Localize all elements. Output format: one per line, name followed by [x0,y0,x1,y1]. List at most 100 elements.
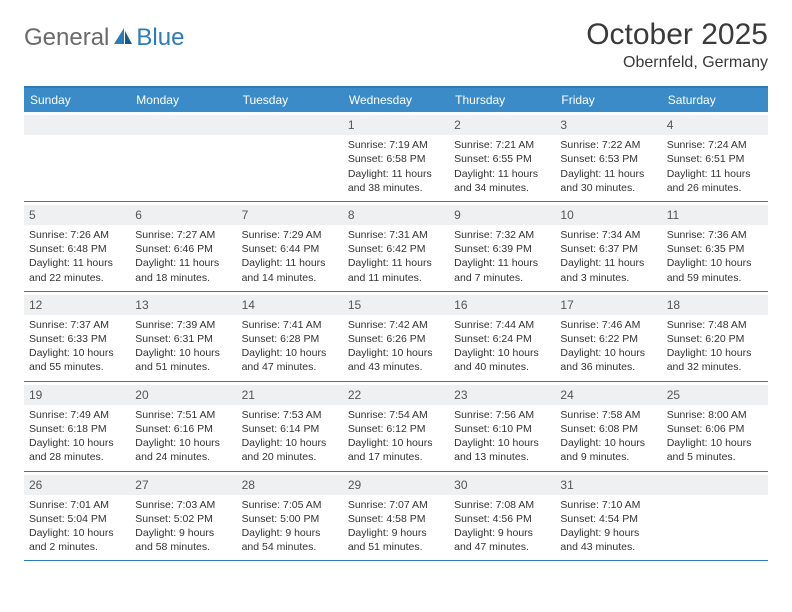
day-number: 21 [237,385,343,405]
calendar-cell: 5Sunrise: 7:26 AMSunset: 6:48 PMDaylight… [24,202,130,291]
daylight-text: Daylight: 10 hours and 9 minutes. [560,436,656,464]
daylight-text: Daylight: 11 hours and 14 minutes. [242,256,338,284]
calendar-cell [662,472,768,561]
day-header-thu: Thursday [449,88,555,112]
day-number: 4 [662,115,768,135]
day-number [24,115,130,135]
sunset-text: Sunset: 6:24 PM [454,332,550,346]
sunset-text: Sunset: 6:33 PM [29,332,125,346]
week-row: 19 Sunrise: 7:49 AMSunset: 6:18 PM Dayligh… [24,382,768,472]
sunrise-text: Sunrise: 7:22 AM [560,138,656,152]
sunrise-text: Sunrise: 7:58 AM [560,408,656,422]
daylight-text: Daylight: 9 hours and 43 minutes. [560,526,656,554]
sunset-text: Sunset: 6:28 PM [242,332,338,346]
daylight-text: Daylight: 10 hours and 32 minutes. [667,346,763,374]
calendar-cell: 21Sunrise: 7:53 AMSunset: 6:14 PMDayligh… [237,382,343,471]
day-number [130,115,236,135]
calendar-cell [237,112,343,201]
sunrise-text: Sunrise: 7:49 AM [29,408,125,422]
day-number: 19 [24,385,130,405]
sunrise-text: Sunrise: 7:32 AM [454,228,550,242]
calendar-cell: 14Sunrise: 7:41 AMSunset: 6:28 PMDayligh… [237,292,343,381]
sunrise-text: Sunrise: 7:53 AM [242,408,338,422]
day-number: 26 [24,475,130,495]
sunset-text: Sunset: 6:58 PM [348,152,444,166]
day-header-row: Sunday Monday Tuesday Wednesday Thursday… [24,88,768,112]
calendar-cell: 10Sunrise: 7:34 AMSunset: 6:37 PMDayligh… [555,202,661,291]
calendar-cell [24,112,130,201]
daylight-text: Daylight: 11 hours and 11 minutes. [348,256,444,284]
sunrise-text: Sunrise: 7:46 AM [560,318,656,332]
day-number: 13 [130,295,236,315]
sunrise-text: Sunrise: 7:54 AM [348,408,444,422]
sunrise-text: Sunrise: 7:29 AM [242,228,338,242]
calendar-cell: 30Sunrise: 7:08 AMSunset: 4:56 PMDayligh… [449,472,555,561]
sunrise-text: Sunrise: 7:27 AM [135,228,231,242]
sunset-text: Sunset: 6:42 PM [348,242,444,256]
calendar-cell: 25Sunrise: 8:00 AMSunset: 6:06 PMDayligh… [662,382,768,471]
sunset-text: Sunset: 6:20 PM [667,332,763,346]
calendar-cell: 15Sunrise: 7:42 AMSunset: 6:26 PMDayligh… [343,292,449,381]
daylight-text: Daylight: 9 hours and 58 minutes. [135,526,231,554]
calendar-cell: 19Sunrise: 7:49 AMSunset: 6:18 PMDayligh… [24,382,130,471]
day-number [662,475,768,495]
sunrise-text: Sunrise: 7:48 AM [667,318,763,332]
sunset-text: Sunset: 6:46 PM [135,242,231,256]
day-number: 22 [343,385,449,405]
calendar: Sunday Monday Tuesday Wednesday Thursday… [24,86,768,561]
day-header-mon: Monday [130,88,236,112]
sunrise-text: Sunrise: 7:03 AM [135,498,231,512]
sunset-text: Sunset: 4:58 PM [348,512,444,526]
sunset-text: Sunset: 6:31 PM [135,332,231,346]
daylight-text: Daylight: 10 hours and 36 minutes. [560,346,656,374]
sunset-text: Sunset: 6:35 PM [667,242,763,256]
sunset-text: Sunset: 6:18 PM [29,422,125,436]
sunrise-text: Sunrise: 7:39 AM [135,318,231,332]
day-number: 15 [343,295,449,315]
day-number: 1 [343,115,449,135]
calendar-cell: 24Sunrise: 7:58 AMSunset: 6:08 PMDayligh… [555,382,661,471]
day-number: 29 [343,475,449,495]
sunset-text: Sunset: 4:56 PM [454,512,550,526]
day-header-fri: Friday [555,88,661,112]
daylight-text: Daylight: 10 hours and 43 minutes. [348,346,444,374]
day-number: 14 [237,295,343,315]
calendar-cell: 4Sunrise: 7:24 AMSunset: 6:51 PMDaylight… [662,112,768,201]
calendar-cell: 11Sunrise: 7:36 AMSunset: 6:35 PMDayligh… [662,202,768,291]
week-row: 5Sunrise: 7:26 AMSunset: 6:48 PMDaylight… [24,202,768,292]
calendar-cell: 18Sunrise: 7:48 AMSunset: 6:20 PMDayligh… [662,292,768,381]
daylight-text: Daylight: 9 hours and 54 minutes. [242,526,338,554]
weeks-container: 1Sunrise: 7:19 AMSunset: 6:58 PMDaylight… [24,112,768,561]
sunrise-text: Sunrise: 7:24 AM [667,138,763,152]
calendar-cell: 1Sunrise: 7:19 AMSunset: 6:58 PMDaylight… [343,112,449,201]
day-number: 25 [662,385,768,405]
sunset-text: Sunset: 6:26 PM [348,332,444,346]
sunset-text: Sunset: 6:06 PM [667,422,763,436]
sunrise-text: Sunrise: 7:37 AM [29,318,125,332]
daylight-text: Daylight: 11 hours and 18 minutes. [135,256,231,284]
sunrise-text: Sunrise: 7:36 AM [667,228,763,242]
day-number: 27 [130,475,236,495]
sunrise-text: Sunrise: 7:44 AM [454,318,550,332]
sunrise-text: Sunrise: 7:05 AM [242,498,338,512]
calendar-cell: 28Sunrise: 7:05 AMSunset: 5:00 PMDayligh… [237,472,343,561]
daylight-text: Daylight: 11 hours and 26 minutes. [667,167,763,195]
day-header-wed: Wednesday [343,88,449,112]
day-number: 8 [343,205,449,225]
daylight-text: Daylight: 11 hours and 7 minutes. [454,256,550,284]
daylight-text: Daylight: 10 hours and 51 minutes. [135,346,231,374]
day-header-sat: Saturday [662,88,768,112]
calendar-cell: 20Sunrise: 7:51 AMSunset: 6:16 PMDayligh… [130,382,236,471]
month-title: October 2025 [586,18,768,52]
calendar-cell: 3Sunrise: 7:22 AMSunset: 6:53 PMDaylight… [555,112,661,201]
daylight-text: Daylight: 10 hours and 40 minutes. [454,346,550,374]
day-header-sun: Sunday [24,88,130,112]
calendar-cell: 12Sunrise: 7:37 AMSunset: 6:33 PMDayligh… [24,292,130,381]
day-number: 2 [449,115,555,135]
daylight-text: Daylight: 11 hours and 34 minutes. [454,167,550,195]
daylight-text: Daylight: 10 hours and 2 minutes. [29,526,125,554]
calendar-cell: 31Sunrise: 7:10 AMSunset: 4:54 PMDayligh… [555,472,661,561]
daylight-text: Daylight: 10 hours and 24 minutes. [135,436,231,464]
sunset-text: Sunset: 4:54 PM [560,512,656,526]
logo-text-2: Blue [136,24,184,52]
